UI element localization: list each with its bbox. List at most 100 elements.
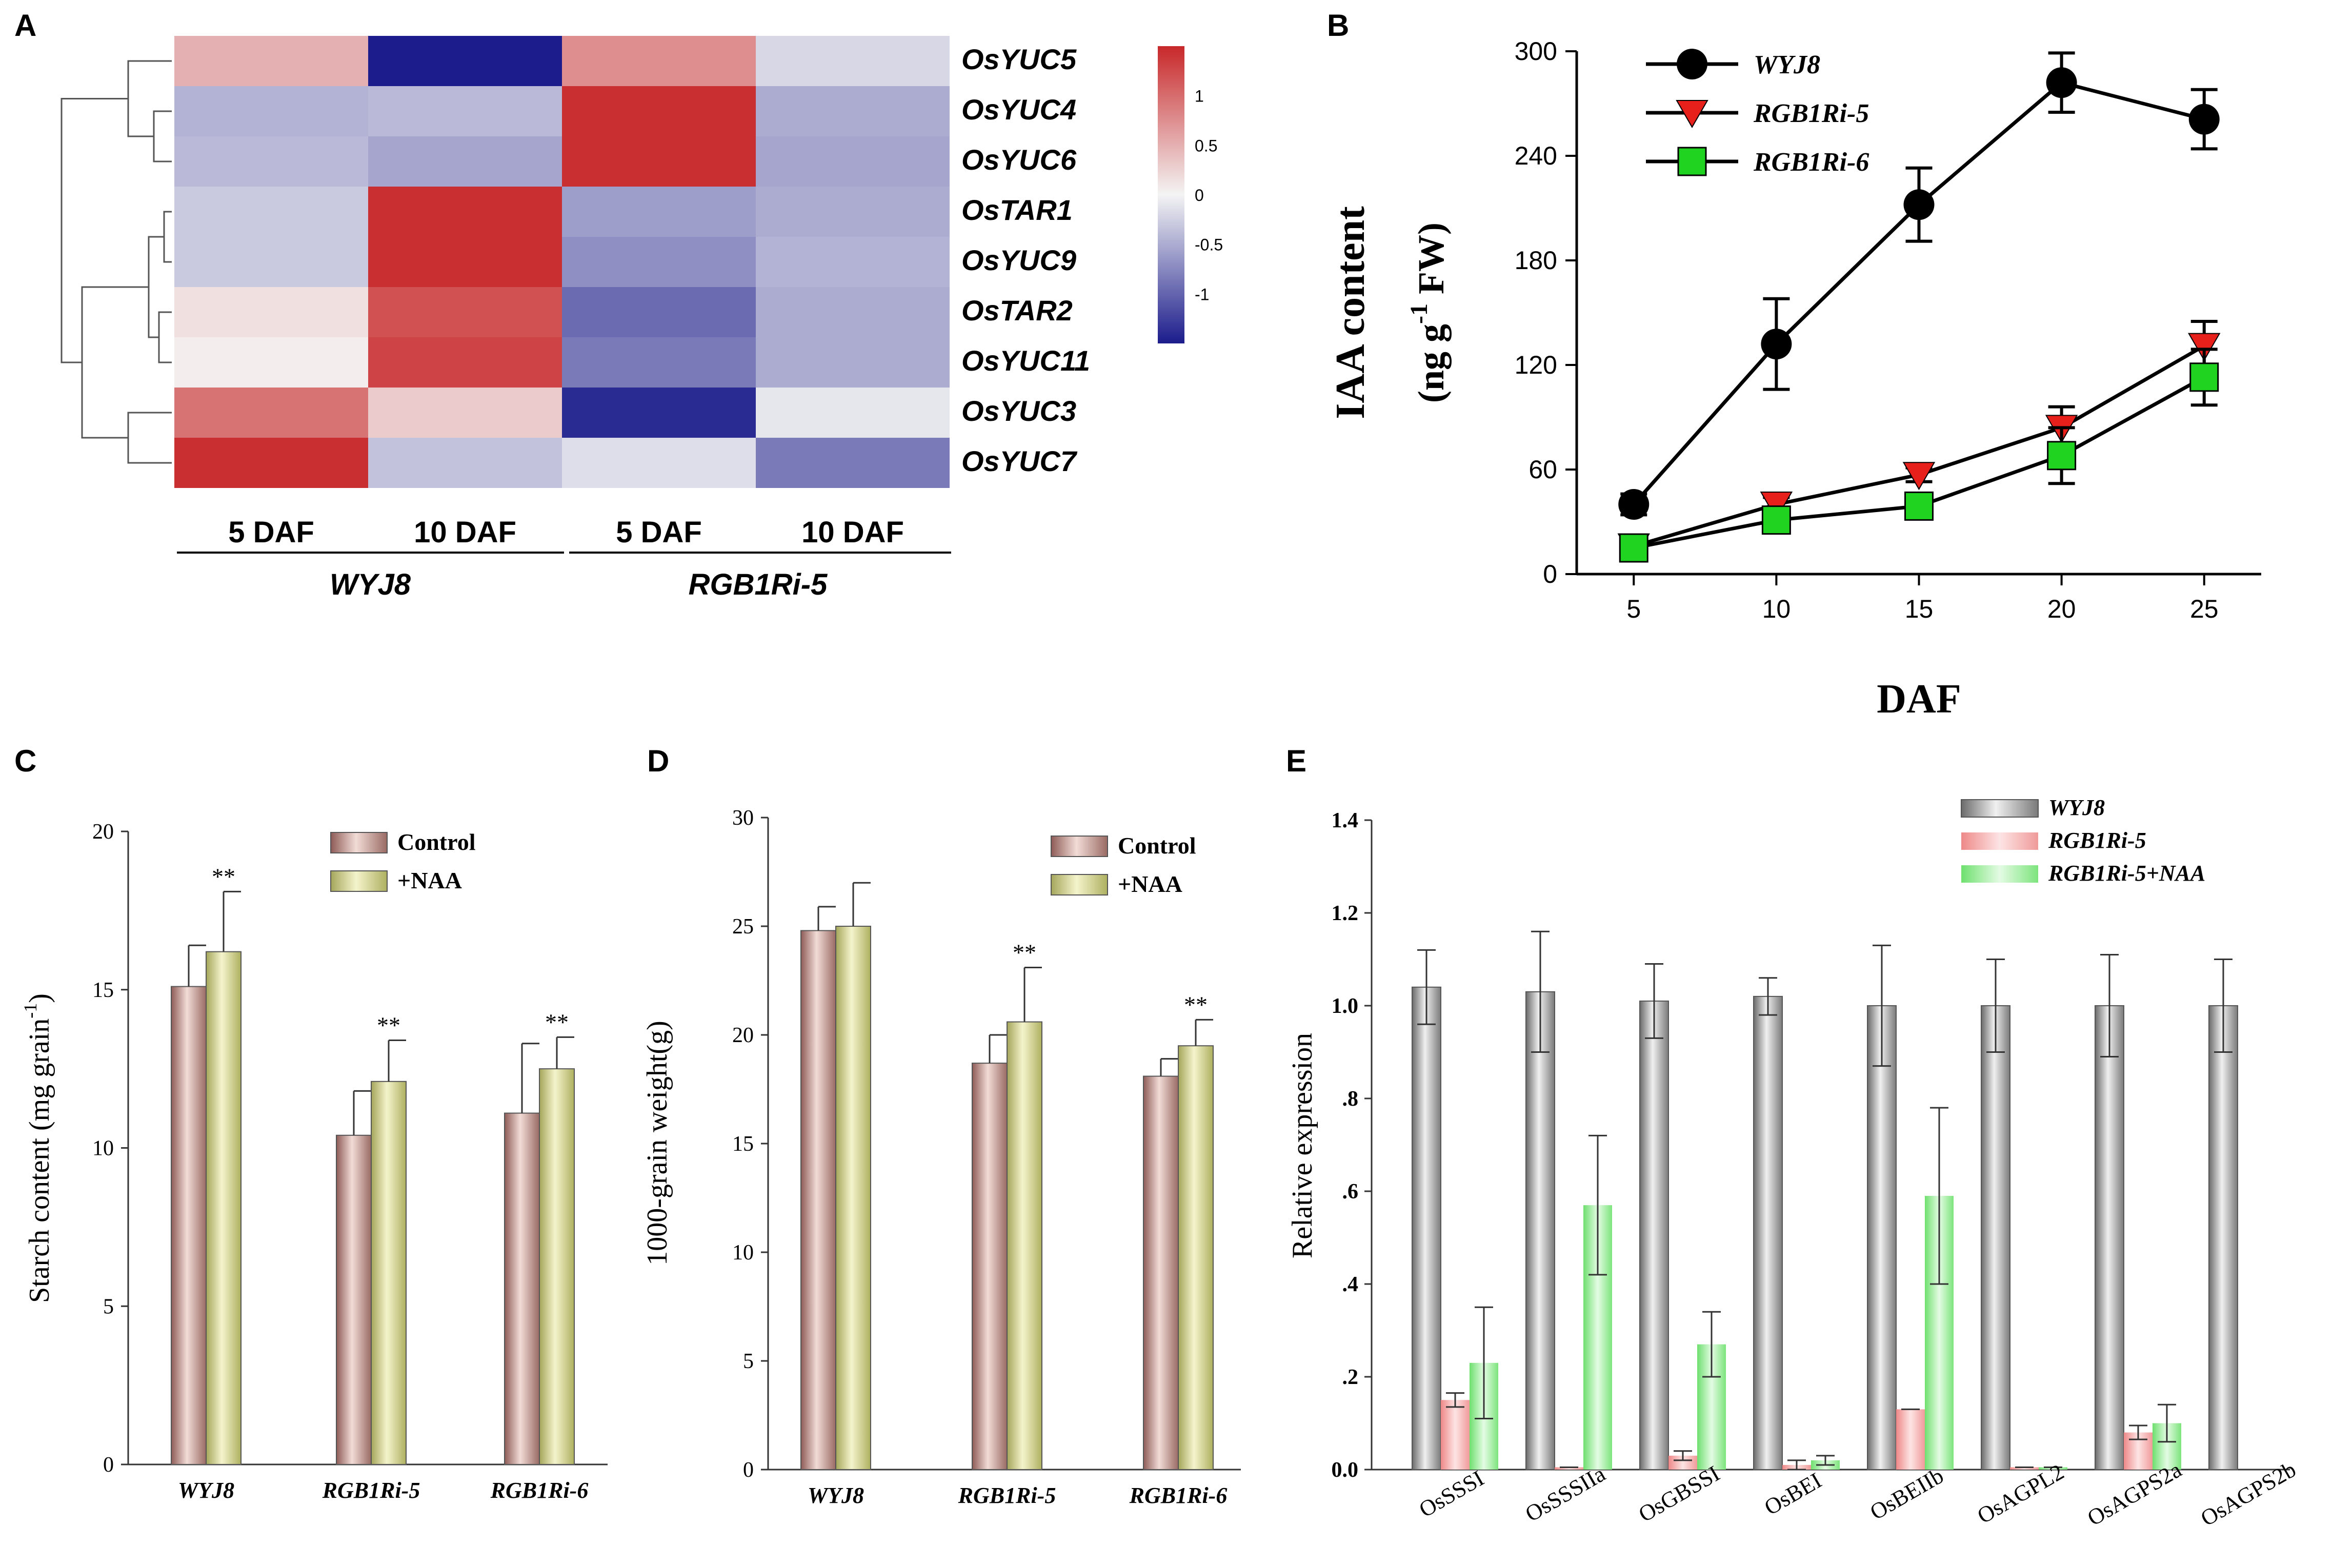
legend-label--naa: +NAA xyxy=(397,867,462,893)
legend-label-control: Control xyxy=(397,829,476,855)
marker-wyj8-1 xyxy=(1761,329,1792,360)
bar-rgb1ri-5-osagpl2 xyxy=(2010,1467,2039,1470)
x-tick-label-wyj8: WYJ8 xyxy=(808,1483,864,1508)
heatmap-cell-ostar2-0 xyxy=(174,287,368,337)
heatmap-cell-osyuc9-3 xyxy=(756,237,950,287)
y-tick-label-0: 0 xyxy=(1543,560,1557,588)
bar-wyj8-ossssiia xyxy=(1525,991,1555,1470)
panel-d-bar-chart: 0 5 10 15 20 25 30 WYJ8 ** RGB1Ri-5 ** RGB1Ri-6 Cont… xyxy=(641,806,1241,1508)
x-tick-label-ossssi: OsSSSI xyxy=(1415,1465,1488,1522)
bar-wyj8-osagps2b xyxy=(2208,1005,2238,1470)
heatmap-cell-osyuc4-2 xyxy=(562,86,756,136)
heatmap-cell-osyuc3-1 xyxy=(368,388,562,438)
marker-rgb1ri-6-1 xyxy=(1761,505,1791,535)
heatmap-cell-osyuc6-0 xyxy=(174,136,368,187)
colorbar-tick-1: 0.5 xyxy=(1195,136,1217,155)
bar-wyj8-osagps2a xyxy=(2095,1005,2124,1470)
bar-wyj8-osbei xyxy=(1753,995,1783,1470)
dendrogram-branch-0 xyxy=(153,110,172,162)
series-wyj8 xyxy=(1618,51,2220,520)
significance-rgb1ri-5: ** xyxy=(1013,940,1036,966)
heatmap-cell-osyuc5-3 xyxy=(756,36,950,86)
heatmap-cell-osyuc5-2 xyxy=(562,36,756,86)
significance-rgb1ri-6: ** xyxy=(545,1009,569,1035)
legend-swatch-rgb1ri-5 xyxy=(1961,832,2038,850)
heatmap-cell-ostar1-1 xyxy=(368,187,562,237)
bar--naa-rgb1ri-5 xyxy=(1007,1021,1042,1471)
bar--naa-wyj8 xyxy=(206,951,242,1465)
colorbar-tick-2: 0 xyxy=(1195,186,1204,205)
colorbar-tick-3: -0.5 xyxy=(1195,236,1223,254)
heatmap-cell-osyuc3-3 xyxy=(756,388,950,438)
dendrogram xyxy=(61,60,172,464)
y-tick-label-0: 0 xyxy=(103,1453,114,1477)
heatmap-cell-osyuc4-0 xyxy=(174,86,368,136)
y-tick-label-5: 300 xyxy=(1515,37,1557,66)
column-label-1: 10 DAF xyxy=(414,516,516,549)
group-label-wyj8: WYJ8 xyxy=(330,568,411,601)
marker-rgb1ri-6-3 xyxy=(2047,441,2077,471)
heatmap-cell-osyuc7-0 xyxy=(174,438,368,488)
group-label-rgb1ri-5: RGB1Ri-5 xyxy=(689,568,828,601)
legend-swatch-wyj8 xyxy=(1961,799,2039,818)
x-tick-label-1: 10 xyxy=(1762,595,1791,623)
y-tick-label-0: 0.0 xyxy=(1332,1458,1359,1482)
legend-label-rgb1ri-5: RGB1Ri-5 xyxy=(2048,828,2146,853)
series-line-wyj8 xyxy=(1632,80,2205,506)
legend-label-wyj8: WYJ8 xyxy=(2048,795,2105,820)
legend: Control +NAA xyxy=(330,829,476,893)
heatmap-cell-osyuc5-1 xyxy=(368,36,562,86)
bar--naa-rgb1ri-6 xyxy=(1178,1045,1214,1470)
colorbar-tick-0: 1 xyxy=(1195,87,1204,106)
y-axis-label: Relative expression xyxy=(1286,1033,1318,1258)
series-rgb1ri-5 xyxy=(1617,320,2221,562)
bar--naa-rgb1ri-5 xyxy=(371,1081,407,1465)
row-label-osyuc4: OsYUC4 xyxy=(961,93,1076,126)
heatmap-cell-ostar1-3 xyxy=(756,187,950,237)
marker-rgb1ri-5-1 xyxy=(1760,492,1793,520)
dendrogram-branch-1 xyxy=(127,60,172,137)
heatmap-cell-osyuc9-1 xyxy=(368,237,562,287)
bar-rgb1ri-5-ossssiia xyxy=(1555,1467,1583,1470)
legend-label-control: Control xyxy=(1118,832,1196,859)
heatmap-cell-osyuc7-1 xyxy=(368,438,562,488)
significance-wyj8: ** xyxy=(212,863,235,889)
bar--naa-wyj8 xyxy=(835,926,871,1470)
y-tick-label-1: 60 xyxy=(1528,455,1557,484)
panel-e-bar-chart: 0.0 .2 .4 .6 .8 1.0 1.2 1.4 OsSSSI OsSSSIIa OsGBSS… xyxy=(1286,795,2300,1531)
x-axis-label: DAF xyxy=(1877,677,1961,722)
marker-rgb1ri-5-2 xyxy=(1902,462,1936,491)
heatmap-cell-ostar2-3 xyxy=(756,287,950,337)
x-tick-label-4: 25 xyxy=(2190,595,2219,623)
y-tick-label-2: .4 xyxy=(1342,1273,1359,1296)
column-label-0: 5 DAF xyxy=(228,516,314,549)
colorbar-tick-4: -1 xyxy=(1195,285,1209,303)
heatmap-cell-osyuc3-2 xyxy=(562,388,756,438)
legend-swatch-control xyxy=(1051,836,1108,857)
x-tick-label-3: 20 xyxy=(2047,595,2076,623)
y-tick-label-3: 15 xyxy=(92,979,114,1002)
y-tick-label-0: 0 xyxy=(743,1458,754,1482)
bar-control-wyj8 xyxy=(171,986,207,1465)
dendrogram-branch-6 xyxy=(81,286,149,439)
legend-label-rgb1ri-6: RGB1Ri-6 xyxy=(1753,148,1869,177)
y-tick-label-2: 10 xyxy=(92,1137,114,1160)
bar-control-wyj8 xyxy=(800,930,836,1470)
x-tick-label-2: 15 xyxy=(1905,595,1934,623)
y-tick-label-2: 120 xyxy=(1515,351,1557,379)
panel-label-d: D xyxy=(647,744,669,778)
panel-b-line-chart: 0 60 120 180 240 300 5 10 15 20 25 DAF IAA content (n… xyxy=(1328,37,2261,722)
legend-swatch-control xyxy=(330,832,388,853)
series-rgb1ri-6 xyxy=(1619,348,2219,563)
y-axis-label: 1000-grain weight(g) xyxy=(641,1021,673,1265)
y-tick-label-5: 25 xyxy=(732,915,754,939)
y-axis-label: Starch content (mg grain-1) xyxy=(20,993,55,1303)
y-tick-label-5: 1.0 xyxy=(1332,994,1359,1018)
heatmap-cell-osyuc9-2 xyxy=(562,237,756,287)
row-label-osyuc6: OsYUC6 xyxy=(961,144,1077,176)
heatmap-cell-osyuc11-2 xyxy=(562,337,756,388)
dendrogram-branch-5 xyxy=(127,412,172,464)
bar-rgb1ri-5-ossssi xyxy=(1441,1400,1470,1470)
panel-label-c: C xyxy=(14,744,36,778)
y-tick-label-4: 240 xyxy=(1515,141,1557,170)
